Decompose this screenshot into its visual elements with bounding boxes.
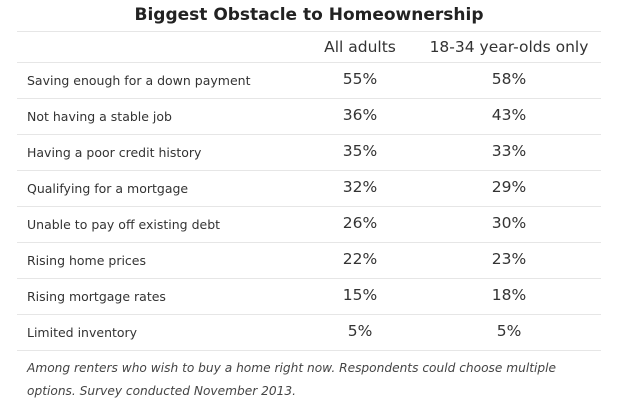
table-row: Having a poor credit history 35% 33% [17,135,601,171]
young-adults-value: 58% [491,70,527,88]
row-label: Having a poor credit history [27,145,202,160]
young-adults-value: 33% [491,142,527,160]
all-adults-value: 36% [342,106,378,124]
table-header-row: All adults 18-34 year-olds only [17,32,601,63]
young-adults-value: 30% [491,214,527,232]
row-label: Qualifying for a mortgage [27,181,189,196]
row-label: Unable to pay off existing debt [27,217,221,232]
young-adults-value: 43% [491,106,527,124]
young-adults-value: 23% [491,250,527,268]
table-title: Biggest Obstacle to Homeownership [17,0,601,32]
row-label: Rising mortgage rates [27,289,166,304]
all-adults-value: 26% [342,214,378,232]
all-adults-value: 5% [347,322,373,340]
young-adults-value: 29% [491,178,527,196]
table-row: Qualifying for a mortgage 32% 29% [17,171,601,207]
table-row: Limited inventory 5% 5% [17,315,601,351]
row-label: Limited inventory [27,325,138,340]
all-adults-value: 32% [342,178,378,196]
column-header-young-adults: 18-34 year-olds only [429,38,589,56]
table-row: Rising home prices 22% 23% [17,243,601,279]
all-adults-value: 35% [342,142,378,160]
table-body: Saving enough for a down payment 55% 58%… [17,63,601,351]
all-adults-value: 15% [342,286,378,304]
all-adults-value: 55% [342,70,378,88]
table-row: Rising mortgage rates 15% 18% [17,279,601,315]
row-label: Not having a stable job [27,109,172,124]
row-label: Saving enough for a down payment [27,73,251,88]
table-footnote: Among renters who wish to buy a home rig… [27,361,557,398]
young-adults-value: 18% [491,286,527,304]
all-adults-value: 22% [342,250,378,268]
table-row: Unable to pay off existing debt 26% 30% [17,207,601,243]
table-row: Saving enough for a down payment 55% 58% [17,63,601,99]
row-label: Rising home prices [27,253,147,268]
young-adults-value: 5% [496,322,522,340]
column-header-all-adults: All adults [324,38,396,56]
table-row: Not having a stable job 36% 43% [17,99,601,135]
